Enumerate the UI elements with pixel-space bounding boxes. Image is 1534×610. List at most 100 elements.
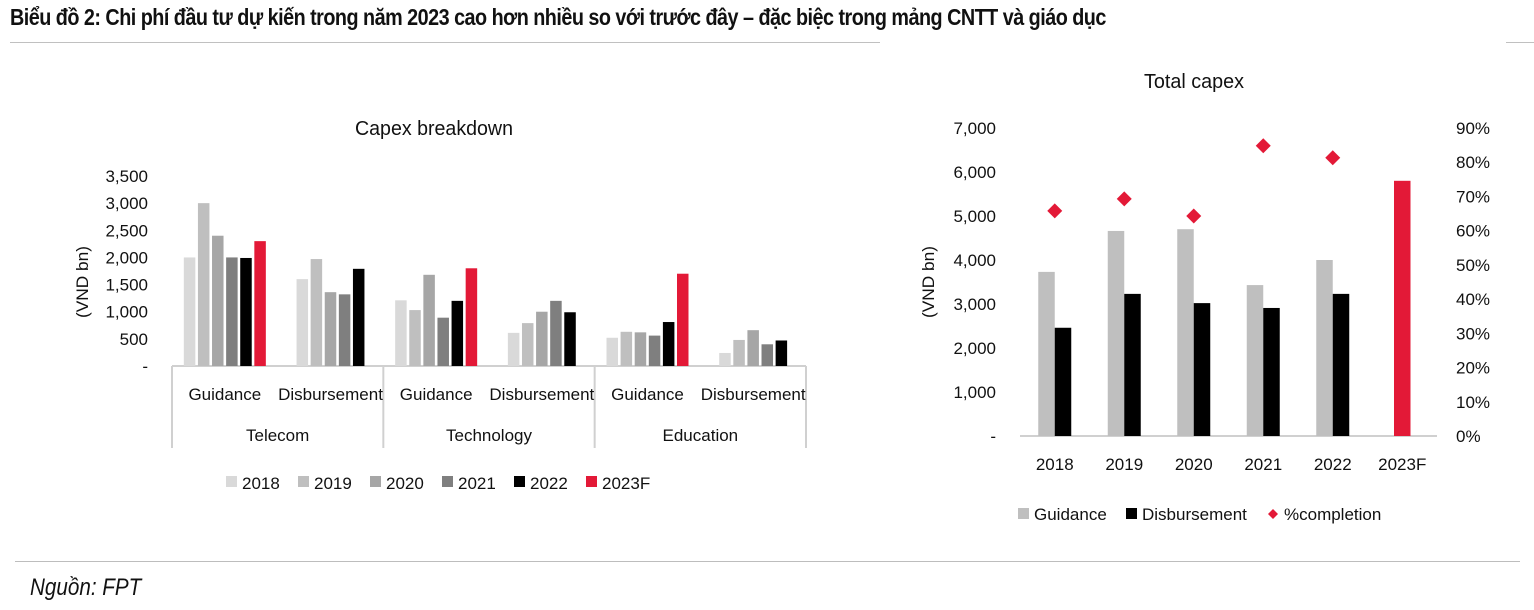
bar-2023F	[254, 241, 266, 366]
bar-2021	[226, 257, 238, 366]
y-tick-label: 3,000	[953, 295, 996, 314]
bar-2022	[240, 257, 252, 366]
bar-2020	[212, 235, 224, 366]
legend-label: Guidance	[1034, 505, 1107, 524]
bar-2020	[536, 311, 548, 366]
y-tick-label: 1,000	[105, 303, 148, 322]
bar-2019	[197, 203, 210, 366]
bar-2018	[507, 332, 520, 366]
heading-divider-right	[1506, 42, 1534, 43]
y2-tick-label: 10%	[1456, 393, 1490, 412]
legend-label: 2019	[314, 474, 352, 493]
bar-disbursement	[1332, 293, 1350, 436]
bar-2018	[395, 300, 407, 366]
bar-2022	[352, 268, 365, 366]
chart-title: Total capex	[1144, 71, 1244, 93]
y2-tick-label: 80%	[1456, 153, 1490, 172]
y-tick-label: -	[142, 357, 148, 376]
figure-heading: Biểu đồ 2: Chi phí đầu tư dự kiến trong …	[10, 4, 1106, 30]
bar-2019	[620, 331, 633, 366]
bar-2019	[733, 339, 745, 366]
y2-tick-label: 60%	[1456, 222, 1490, 241]
completion-marker	[1186, 208, 1202, 224]
bar-disbursement	[1124, 293, 1141, 436]
y-tick-label: 6,000	[953, 163, 996, 182]
y-axis-label: (VND bn)	[73, 246, 92, 318]
source-note: Nguồn: FPT	[30, 574, 142, 601]
bar-2019	[521, 323, 534, 366]
capex-breakdown-chart: Capex breakdown (VND bn) - 500 1,000 1,500 2,0…	[73, 118, 807, 493]
bar-2019	[310, 259, 323, 366]
y-tick-label: 2,000	[105, 248, 148, 267]
x-group-label: Technology	[446, 426, 533, 445]
x-category-label: Disbursement	[278, 385, 383, 404]
y-tick-label: 1,000	[953, 383, 996, 402]
x-tick-label: 2018	[1036, 455, 1074, 474]
bar-2020	[324, 292, 337, 366]
x-tick-label: 2019	[1105, 455, 1143, 474]
bar-disbursement	[1263, 307, 1280, 436]
y-tick-label: 2,500	[105, 221, 148, 240]
footer-divider	[15, 561, 1520, 562]
y-tick-label: 5,000	[953, 207, 996, 226]
bar-2022	[775, 340, 788, 366]
y-tick-label: 500	[120, 330, 148, 349]
y2-tick-label: 40%	[1456, 290, 1490, 309]
bar-2022	[451, 300, 464, 366]
x-tick-label: 2023F	[1378, 455, 1426, 474]
y-tick-label: -	[990, 427, 996, 446]
bar-2020	[634, 332, 647, 366]
x-category-label: Guidance	[400, 385, 473, 404]
total-capex-chart: Total capex (VND bn) - 1,000 2,000 3,000 4,000…	[919, 71, 1490, 524]
legend-swatch	[1268, 509, 1278, 519]
legend-label: 2023F	[602, 474, 650, 493]
bar-guidance	[1038, 271, 1055, 436]
x-category-label: Disbursement	[489, 385, 594, 404]
legend-label: 2018	[242, 474, 280, 493]
x-group-label: Telecom	[246, 426, 309, 445]
legend-label: 2022	[530, 474, 568, 493]
y2-tick-label: 20%	[1456, 359, 1490, 378]
x-tick-label: 2022	[1314, 455, 1352, 474]
y-tick-label: 4,000	[953, 251, 996, 270]
bar-2020	[423, 274, 435, 366]
bar-2021	[648, 335, 661, 366]
bar-2023F	[677, 273, 689, 366]
legend-swatch-2023F	[586, 476, 597, 487]
bar-guidance	[1316, 260, 1333, 436]
legend-label: %completion	[1284, 505, 1381, 524]
bar-guidance	[1246, 285, 1264, 436]
completion-marker	[1116, 191, 1132, 207]
bar-2021	[550, 300, 562, 366]
chart-title: Capex breakdown	[355, 118, 513, 140]
bar-disbursement	[1193, 303, 1211, 436]
x-group-label: Education	[663, 426, 739, 445]
legend-swatch-2019	[298, 476, 309, 487]
y-tick-label: 2,000	[953, 339, 996, 358]
legend-label: 2020	[386, 474, 424, 493]
bar-2018	[296, 279, 309, 366]
completion-marker	[1255, 138, 1271, 154]
x-category-label: Guidance	[188, 385, 261, 404]
x-category-label: Disbursement	[701, 385, 806, 404]
bar-guidance	[1394, 180, 1411, 436]
legend-swatch-2020	[370, 476, 381, 487]
y2-tick-label: 50%	[1456, 256, 1490, 275]
completion-marker	[1325, 150, 1341, 166]
legend-swatch	[1018, 508, 1029, 519]
y2-tick-label: 70%	[1456, 187, 1490, 206]
y2-tick-label: 0%	[1456, 427, 1481, 446]
bar-2022	[564, 312, 576, 366]
bar-2018	[183, 257, 196, 366]
bar-2021	[437, 317, 449, 366]
legend-label: 2021	[458, 474, 496, 493]
y-tick-label: 7,000	[953, 119, 996, 138]
legend-label: Disbursement	[1142, 505, 1247, 524]
bar-2023F	[465, 268, 478, 366]
y-tick-label: 3,500	[105, 167, 148, 186]
x-category-label: Guidance	[611, 385, 684, 404]
bar-2018	[719, 352, 731, 366]
heading-divider	[10, 42, 880, 43]
bar-2021	[761, 344, 774, 366]
y-axis-label: (VND bn)	[919, 246, 938, 318]
